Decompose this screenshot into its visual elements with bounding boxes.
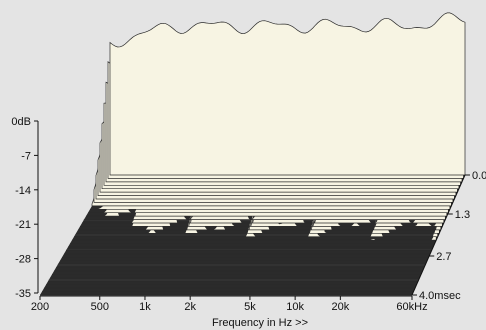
z-tick-label: 1.3: [455, 209, 470, 221]
x-tick-label: 1k: [139, 301, 151, 313]
z-tick-label: 4.0msec: [419, 290, 461, 302]
x-tick-label: 5k: [244, 301, 256, 313]
waterfall-slices: [40, 12, 466, 296]
x-tick-label: 2k: [184, 301, 196, 313]
x-tick-label: 20k: [331, 301, 349, 313]
z-tick-label: 0.0: [472, 170, 486, 182]
x-axis-label: Frequency in Hz >>: [212, 317, 308, 329]
y-tick-label: -28: [15, 254, 31, 266]
x-tick-label: 10k: [286, 301, 304, 313]
x-tick-label: 500: [91, 301, 109, 313]
y-tick-label: -14: [15, 185, 31, 197]
y-tick-label: 0dB: [11, 116, 31, 128]
x-tick-label: 60kHz: [396, 301, 427, 313]
y-tick-label: -35: [15, 288, 31, 300]
z-axis-line: [411, 174, 466, 296]
z-tick-label: 2.7: [436, 251, 451, 263]
x-tick-label: 200: [31, 301, 49, 313]
y-tick-label: -7: [21, 150, 31, 162]
waterfall-slice: [109, 12, 466, 176]
y-tick-label: -21: [15, 219, 31, 231]
waterfall-slice: [72, 231, 437, 241]
